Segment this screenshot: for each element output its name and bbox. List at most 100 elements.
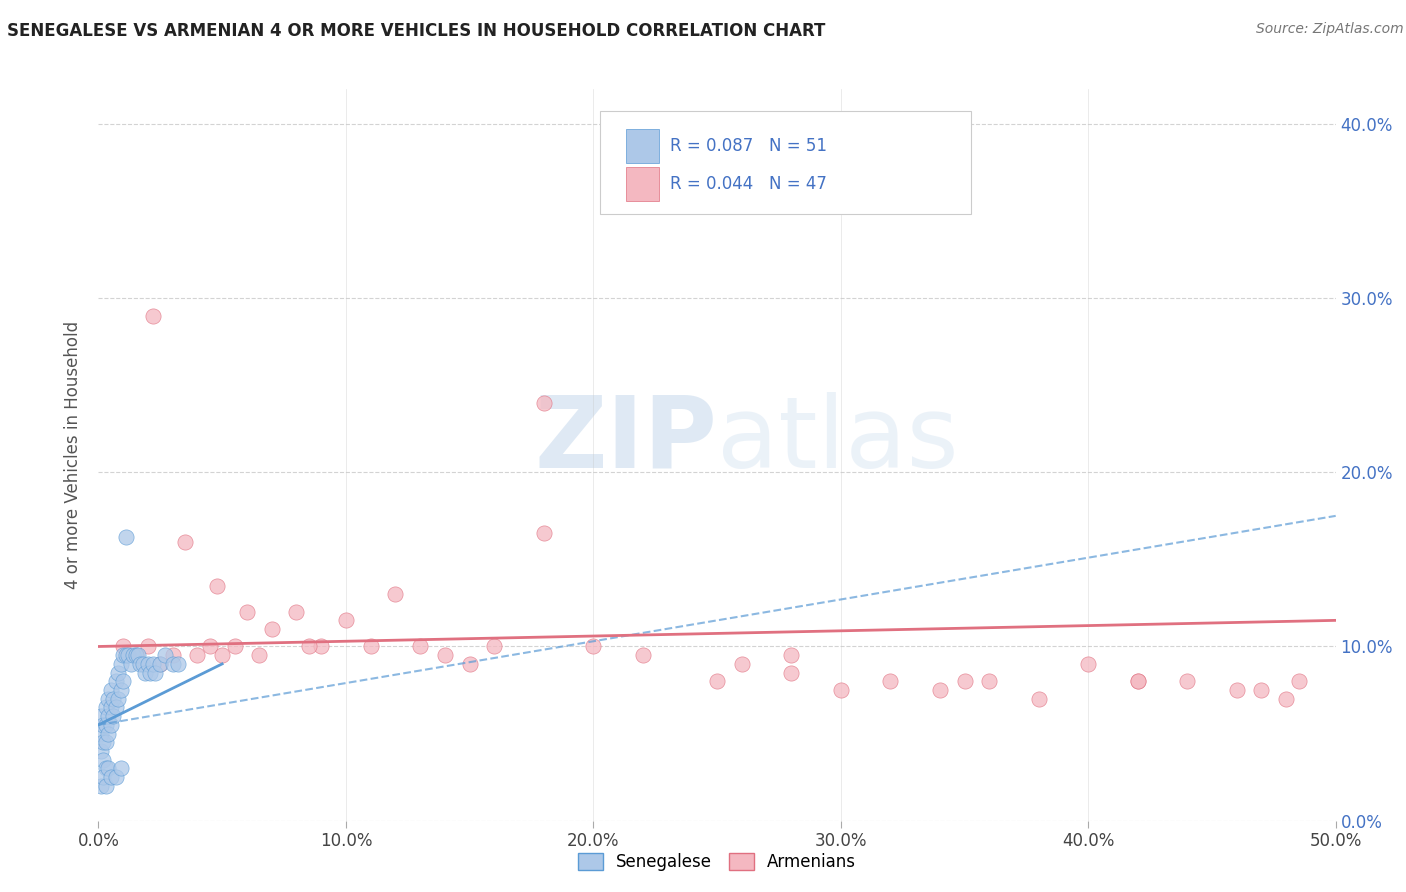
Point — [97, 709, 120, 723]
Point — [90, 709, 112, 723]
Point — [780, 648, 803, 663]
Point — [110, 657, 132, 671]
Point — [1126, 674, 1149, 689]
Point — [1288, 674, 1310, 689]
Point — [224, 640, 246, 654]
Point — [879, 674, 901, 689]
Point — [107, 691, 129, 706]
Point — [830, 683, 852, 698]
Point — [360, 640, 382, 654]
Point — [139, 665, 162, 680]
Point — [112, 648, 135, 663]
Point — [132, 657, 155, 671]
Point — [433, 648, 456, 663]
Point — [298, 640, 321, 654]
Y-axis label: 4 or more Vehicles in Household: 4 or more Vehicles in Household — [65, 321, 83, 589]
Point — [134, 665, 156, 680]
Point — [1250, 683, 1272, 698]
Point — [484, 640, 506, 654]
Point — [384, 587, 406, 601]
Point — [142, 309, 165, 323]
Point — [93, 770, 115, 784]
Point — [260, 622, 283, 636]
Point — [731, 657, 754, 671]
Point — [953, 674, 976, 689]
FancyBboxPatch shape — [626, 129, 659, 163]
Point — [110, 683, 132, 698]
Point — [335, 613, 357, 627]
Point — [149, 657, 172, 671]
Point — [247, 648, 270, 663]
Point — [143, 665, 166, 680]
Point — [129, 657, 152, 671]
Point — [1275, 691, 1298, 706]
Text: ZIP: ZIP — [534, 392, 717, 489]
Point — [94, 735, 117, 749]
Point — [120, 657, 142, 671]
Text: Source: ZipAtlas.com: Source: ZipAtlas.com — [1256, 22, 1403, 37]
Point — [90, 779, 112, 793]
Text: R = 0.087   N = 51: R = 0.087 N = 51 — [671, 137, 827, 155]
Point — [97, 761, 120, 775]
Point — [155, 648, 177, 663]
Point — [142, 657, 165, 671]
Point — [112, 674, 135, 689]
Point — [117, 648, 139, 663]
Point — [533, 526, 555, 541]
Point — [1077, 657, 1099, 671]
FancyBboxPatch shape — [626, 167, 659, 202]
Point — [90, 744, 112, 758]
Point — [94, 718, 117, 732]
Point — [1028, 691, 1050, 706]
Point — [103, 709, 125, 723]
Point — [1226, 683, 1249, 698]
Point — [186, 648, 208, 663]
Point — [136, 640, 159, 654]
Text: atlas: atlas — [717, 392, 959, 489]
Point — [97, 691, 120, 706]
Text: R = 0.044   N = 47: R = 0.044 N = 47 — [671, 176, 827, 194]
Point — [93, 753, 115, 767]
Text: SENEGALESE VS ARMENIAN 4 OR MORE VEHICLES IN HOUSEHOLD CORRELATION CHART: SENEGALESE VS ARMENIAN 4 OR MORE VEHICLE… — [7, 22, 825, 40]
Point — [114, 530, 136, 544]
Point — [104, 770, 127, 784]
Point — [1126, 674, 1149, 689]
Point — [162, 648, 184, 663]
Point — [582, 640, 605, 654]
Point — [631, 648, 654, 663]
Point — [124, 648, 146, 663]
Point — [122, 648, 145, 663]
Point — [174, 535, 197, 549]
Point — [110, 761, 132, 775]
Point — [112, 640, 135, 654]
Point — [104, 674, 127, 689]
Point — [458, 657, 481, 671]
Point — [309, 640, 332, 654]
Point — [166, 657, 188, 671]
Point — [94, 761, 117, 775]
Point — [114, 648, 136, 663]
Point — [533, 395, 555, 409]
Point — [127, 648, 149, 663]
Point — [107, 665, 129, 680]
Point — [205, 578, 228, 592]
Point — [1175, 674, 1198, 689]
Point — [780, 665, 803, 680]
Point — [100, 700, 122, 714]
Point — [100, 770, 122, 784]
Point — [124, 648, 146, 663]
Point — [93, 718, 115, 732]
Point — [928, 683, 950, 698]
Point — [285, 605, 308, 619]
FancyBboxPatch shape — [599, 112, 970, 213]
Point — [100, 683, 122, 698]
Point — [162, 657, 184, 671]
Point — [104, 700, 127, 714]
Point — [198, 640, 221, 654]
Point — [94, 779, 117, 793]
Point — [211, 648, 233, 663]
Point — [103, 691, 125, 706]
Point — [706, 674, 728, 689]
Point — [409, 640, 432, 654]
Point — [136, 657, 159, 671]
